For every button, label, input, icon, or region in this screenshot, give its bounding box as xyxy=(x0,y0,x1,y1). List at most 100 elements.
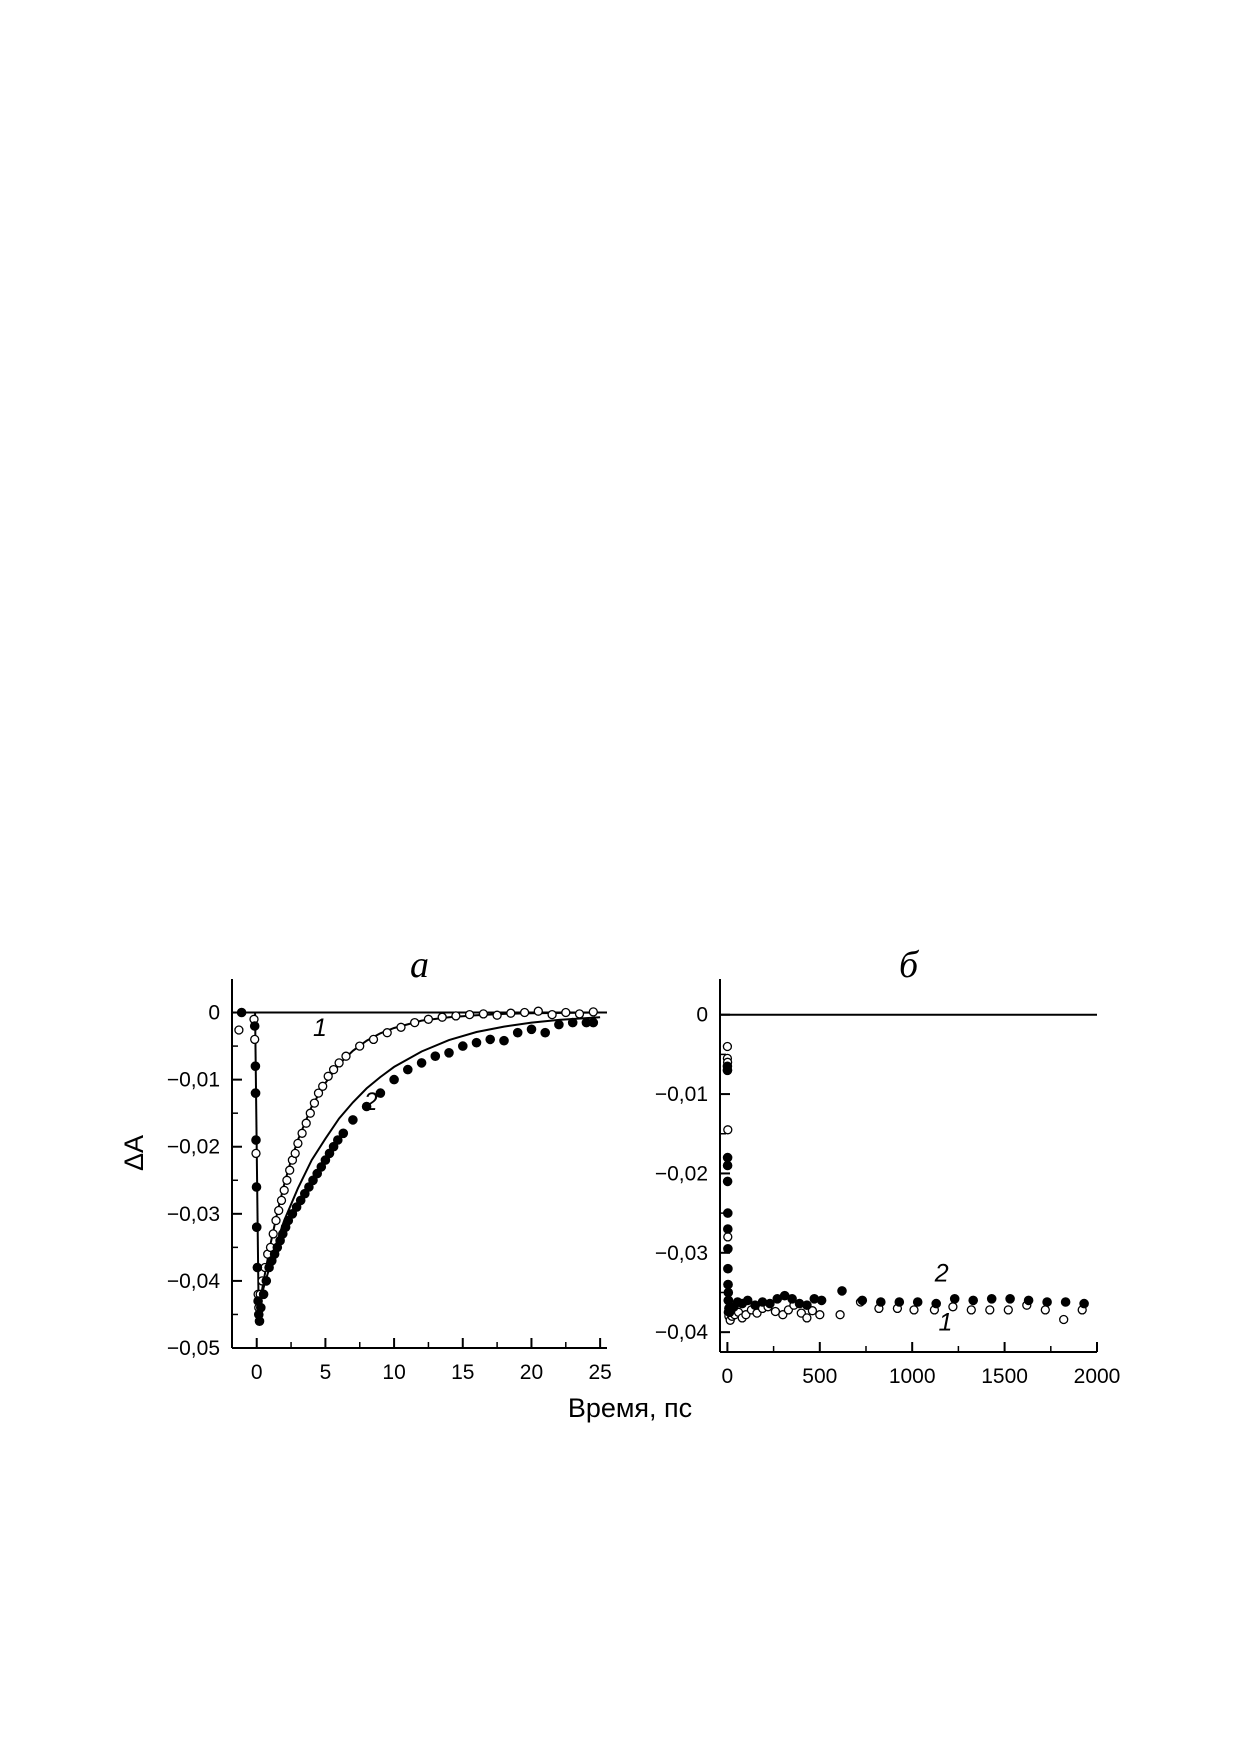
data-point xyxy=(274,1205,284,1216)
data-point xyxy=(723,1125,733,1135)
data-point xyxy=(251,1135,261,1145)
data-point xyxy=(723,1263,733,1274)
y-tick-label: −0,01 xyxy=(167,1069,220,1092)
data-point xyxy=(282,1175,292,1185)
x-tick-label: 500 xyxy=(802,1365,837,1388)
panel-b: 0 500 1000 1500 2000 0 −0,01 −0,02 −0,03 −0,04 б 2 1 xyxy=(655,944,1121,1388)
data-point xyxy=(250,1034,260,1045)
data-point xyxy=(276,1195,287,1206)
data-point xyxy=(403,1064,413,1075)
data-point xyxy=(323,1071,333,1081)
x-tick-label: 20 xyxy=(520,1361,543,1384)
data-point xyxy=(807,1306,818,1316)
data-point xyxy=(968,1295,979,1306)
data-point xyxy=(835,1310,845,1320)
data-point xyxy=(561,1007,571,1018)
data-point xyxy=(328,1141,339,1152)
data-point xyxy=(458,1041,468,1051)
data-point xyxy=(533,1006,543,1016)
data-point xyxy=(894,1297,905,1307)
data-point xyxy=(802,1313,812,1323)
curve-label: 2 xyxy=(934,1259,949,1287)
y-tick-label: −0,04 xyxy=(655,1321,708,1344)
data-point xyxy=(338,1128,349,1139)
data-point xyxy=(909,1305,919,1315)
data-point xyxy=(485,1034,496,1045)
y-tick-label: 0 xyxy=(696,1004,708,1027)
data-point xyxy=(361,1101,372,1112)
series-2 xyxy=(722,1061,1089,1318)
x-tick-label: 0 xyxy=(251,1361,263,1384)
data-point xyxy=(1023,1295,1034,1306)
rise-line xyxy=(254,1012,260,1322)
data-point xyxy=(526,1024,537,1035)
data-point xyxy=(588,1017,599,1028)
data-point xyxy=(236,1007,247,1018)
data-point xyxy=(268,1229,278,1239)
data-point xyxy=(1059,1314,1069,1325)
data-point xyxy=(722,1152,733,1163)
data-point xyxy=(1060,1297,1071,1307)
data-point xyxy=(251,1148,261,1159)
data-point xyxy=(334,1058,344,1068)
data-point xyxy=(1040,1305,1050,1315)
data-point xyxy=(723,1279,733,1290)
x-axis-label: Время, пс xyxy=(568,1393,692,1423)
data-point xyxy=(309,1098,320,1108)
data-point xyxy=(271,1215,281,1226)
data-point xyxy=(815,1310,825,1320)
data-point xyxy=(837,1286,847,1296)
series-2 xyxy=(236,1007,601,1326)
data-point xyxy=(410,1017,420,1028)
x-tick-label: 1500 xyxy=(981,1365,1028,1388)
data-point xyxy=(261,1276,272,1286)
data-point xyxy=(506,1008,516,1018)
x-tick-label: 25 xyxy=(588,1361,611,1384)
data-point xyxy=(1079,1298,1089,1309)
data-point xyxy=(742,1295,753,1306)
data-point xyxy=(305,1108,315,1118)
data-point xyxy=(355,1041,365,1051)
data-point xyxy=(308,1175,318,1186)
data-point xyxy=(949,1294,960,1304)
fit-curve-2 xyxy=(255,1016,601,1322)
data-point xyxy=(318,1081,328,1091)
y-tick-label: −0,03 xyxy=(655,1242,708,1265)
data-point xyxy=(234,1025,244,1035)
data-point xyxy=(290,1148,300,1159)
data-point xyxy=(250,1088,261,1098)
data-point xyxy=(1003,1305,1013,1315)
series-1 xyxy=(234,1006,601,1322)
data-point xyxy=(588,1007,598,1017)
data-point xyxy=(258,1289,269,1300)
x-tick-label: 0 xyxy=(722,1365,734,1388)
data-point xyxy=(382,1028,392,1038)
data-point xyxy=(1042,1297,1052,1307)
data-point xyxy=(256,1302,266,1313)
data-point xyxy=(722,1065,733,1076)
y-axis-label: ΔA xyxy=(119,1135,149,1171)
data-point xyxy=(471,1037,482,1048)
data-point xyxy=(316,1162,327,1172)
x-tick-label: 5 xyxy=(320,1361,332,1384)
data-point xyxy=(368,1034,379,1045)
data-point xyxy=(341,1051,351,1061)
data-point xyxy=(540,1027,551,1038)
data-point xyxy=(293,1138,303,1149)
data-point xyxy=(313,1088,324,1098)
data-point xyxy=(765,1298,775,1309)
data-point xyxy=(251,1222,262,1232)
data-point xyxy=(249,1021,260,1031)
data-point xyxy=(416,1058,427,1068)
data-point xyxy=(547,1009,557,1020)
data-point xyxy=(802,1300,812,1310)
x-tick-label: 2000 xyxy=(1074,1365,1121,1388)
panel-title: б xyxy=(899,944,920,986)
data-point xyxy=(1005,1294,1015,1304)
panel-title: а xyxy=(410,944,429,986)
series-1 xyxy=(722,1041,1087,1325)
data-point xyxy=(787,1294,797,1304)
data-point xyxy=(723,1287,734,1298)
data-point xyxy=(478,1009,489,1019)
